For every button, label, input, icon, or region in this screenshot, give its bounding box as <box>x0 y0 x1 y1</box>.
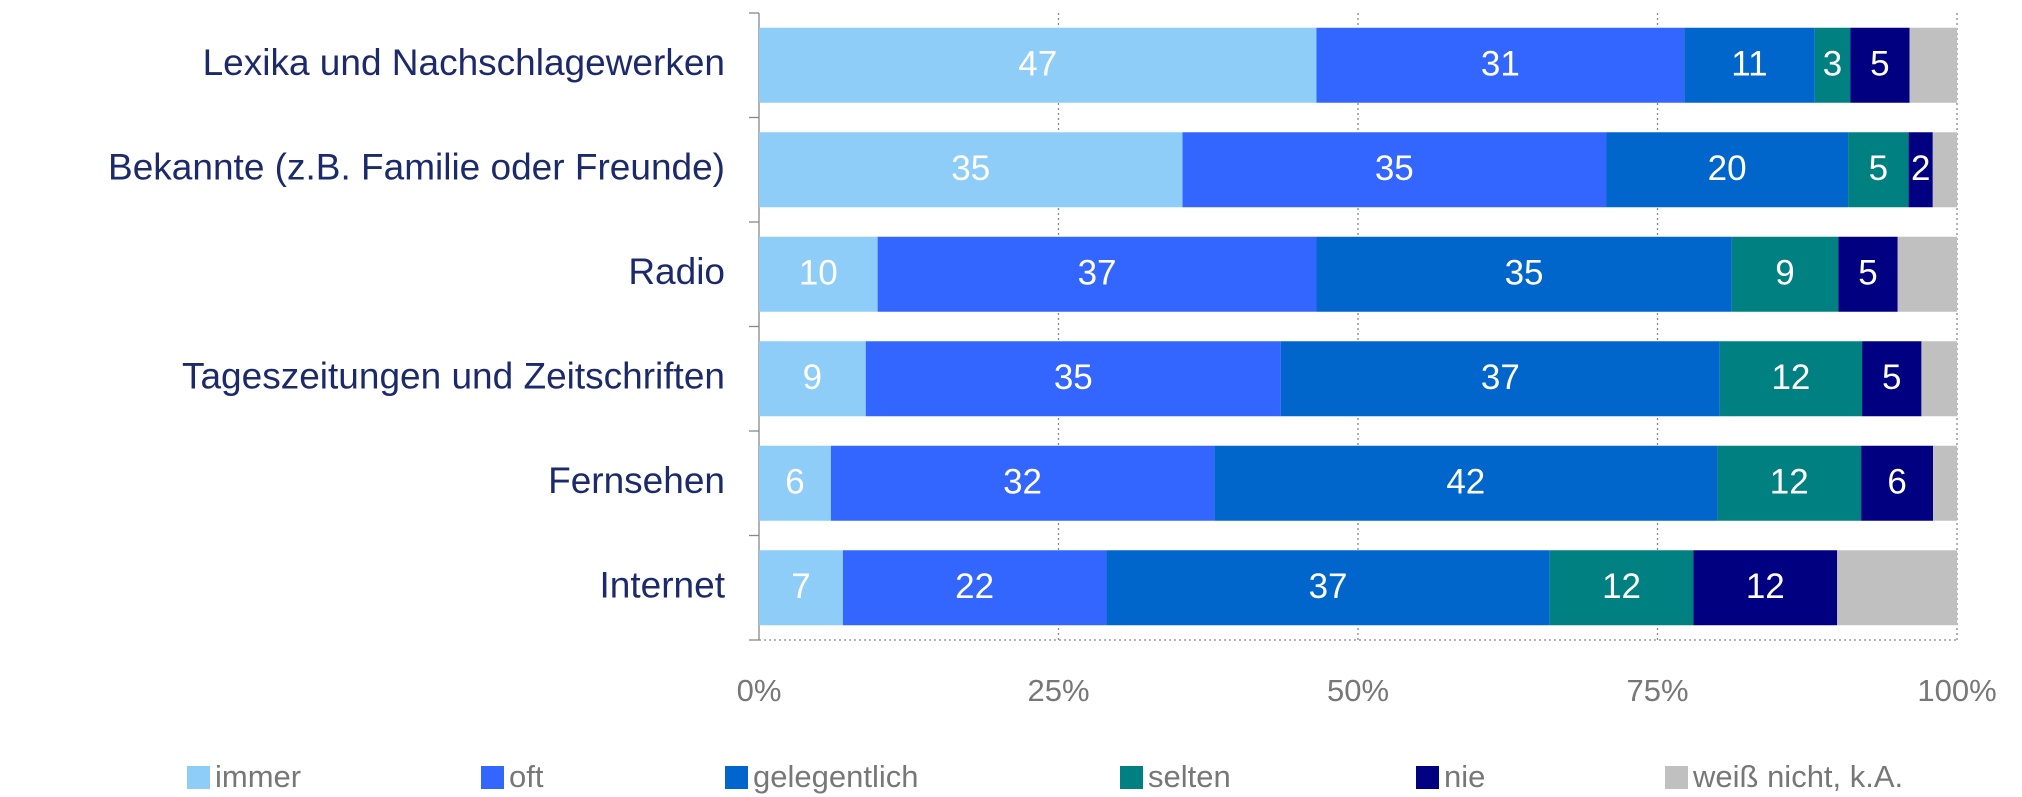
x-tick-label: 100% <box>1917 673 1996 708</box>
x-tick-label: 50% <box>1327 673 1389 708</box>
x-tick-label: 75% <box>1626 673 1688 708</box>
bar-segment <box>1214 445 1718 521</box>
legend-swatch <box>1665 766 1688 789</box>
x-tick-label: 0% <box>737 673 782 708</box>
data-label: 3 <box>1823 45 1842 84</box>
legend-swatch <box>481 766 504 789</box>
bar-segment <box>1182 132 1607 208</box>
data-label: 32 <box>1003 463 1042 502</box>
bar-segment <box>1848 132 1909 208</box>
bar-segment <box>1932 132 1957 208</box>
bar-segment <box>1933 445 1957 521</box>
bar-segment <box>1549 550 1694 626</box>
bar-segment <box>1731 236 1839 312</box>
legend-label: gelegentlich <box>753 759 918 794</box>
data-label: 7 <box>791 567 810 606</box>
category-label: Radio <box>628 251 725 292</box>
bar-segment <box>1897 236 1957 312</box>
bar-segment <box>1838 236 1898 312</box>
data-label: 20 <box>1708 149 1747 188</box>
bar-segment <box>759 236 878 312</box>
category-label: Internet <box>600 565 726 606</box>
legend-swatch <box>725 766 748 789</box>
data-label: 47 <box>1018 45 1057 84</box>
bar-segment <box>877 236 1317 312</box>
data-label: 35 <box>951 149 990 188</box>
bar-segment <box>865 341 1281 417</box>
data-label: 12 <box>1770 463 1809 502</box>
category-label: Fernsehen <box>548 460 725 501</box>
category-label: Bekannte (z.B. Familie oder Freunde) <box>108 147 725 188</box>
data-label: 35 <box>1054 358 1093 397</box>
bar-segment <box>1684 27 1815 103</box>
data-label: 37 <box>1078 254 1117 293</box>
data-label: 31 <box>1481 45 1520 84</box>
legend-swatch <box>187 766 210 789</box>
bar-segment <box>759 445 831 521</box>
bar-segment <box>759 27 1317 103</box>
data-label: 2 <box>1911 149 1930 188</box>
data-label: 12 <box>1771 358 1810 397</box>
data-label: 11 <box>1731 45 1767 84</box>
data-label: 6 <box>1887 463 1906 502</box>
data-label: 5 <box>1870 45 1889 84</box>
data-label: 5 <box>1858 254 1877 293</box>
data-label: 35 <box>1375 149 1414 188</box>
data-label: 5 <box>1869 149 1888 188</box>
legend-swatch <box>1120 766 1143 789</box>
data-label: 6 <box>785 463 804 502</box>
bar-segment <box>1719 341 1863 417</box>
data-label: 35 <box>1505 254 1544 293</box>
legend-label: selten <box>1148 759 1231 794</box>
legend-label: oft <box>509 759 544 794</box>
bar-segment <box>1921 341 1957 417</box>
bar-segment <box>1862 341 1922 417</box>
category-label: Lexika und Nachschlagewerken <box>203 42 725 83</box>
legend-label: weiß nicht, k.A. <box>1692 759 1903 794</box>
bar-segment <box>830 445 1215 521</box>
data-label: 9 <box>1775 254 1794 293</box>
data-label: 9 <box>803 358 822 397</box>
bar-segment <box>1106 550 1550 626</box>
category-label: Tageszeitungen und Zeitschriften <box>182 356 725 397</box>
bar-segment <box>1814 27 1851 103</box>
data-label: 37 <box>1309 567 1348 606</box>
data-label: 22 <box>955 567 994 606</box>
bar-segment <box>1693 550 1838 626</box>
bar-segment <box>1606 132 1849 208</box>
bar-segment <box>1316 236 1732 312</box>
legend-label: nie <box>1444 759 1485 794</box>
legend-swatch <box>1416 766 1439 789</box>
data-label: 12 <box>1602 567 1641 606</box>
bar-segment <box>759 341 866 417</box>
bar-segment <box>1908 132 1933 208</box>
legend-label: immer <box>215 759 301 794</box>
x-tick-label: 25% <box>1027 673 1089 708</box>
data-label: 5 <box>1882 358 1901 397</box>
data-label: 37 <box>1481 358 1520 397</box>
bar-segment <box>1717 445 1862 521</box>
bar-segment <box>1850 27 1910 103</box>
bar-segment <box>1837 550 1957 626</box>
data-label: 10 <box>799 254 838 293</box>
bar-segment <box>1280 341 1720 417</box>
bar-segment <box>1861 445 1934 521</box>
bar-segment <box>842 550 1107 626</box>
bar-segment <box>1316 27 1685 103</box>
bar-segment <box>759 132 1183 208</box>
bar-segment <box>1909 27 1957 103</box>
data-label: 42 <box>1446 463 1485 502</box>
bar-segment <box>759 550 843 626</box>
data-label: 12 <box>1746 567 1785 606</box>
